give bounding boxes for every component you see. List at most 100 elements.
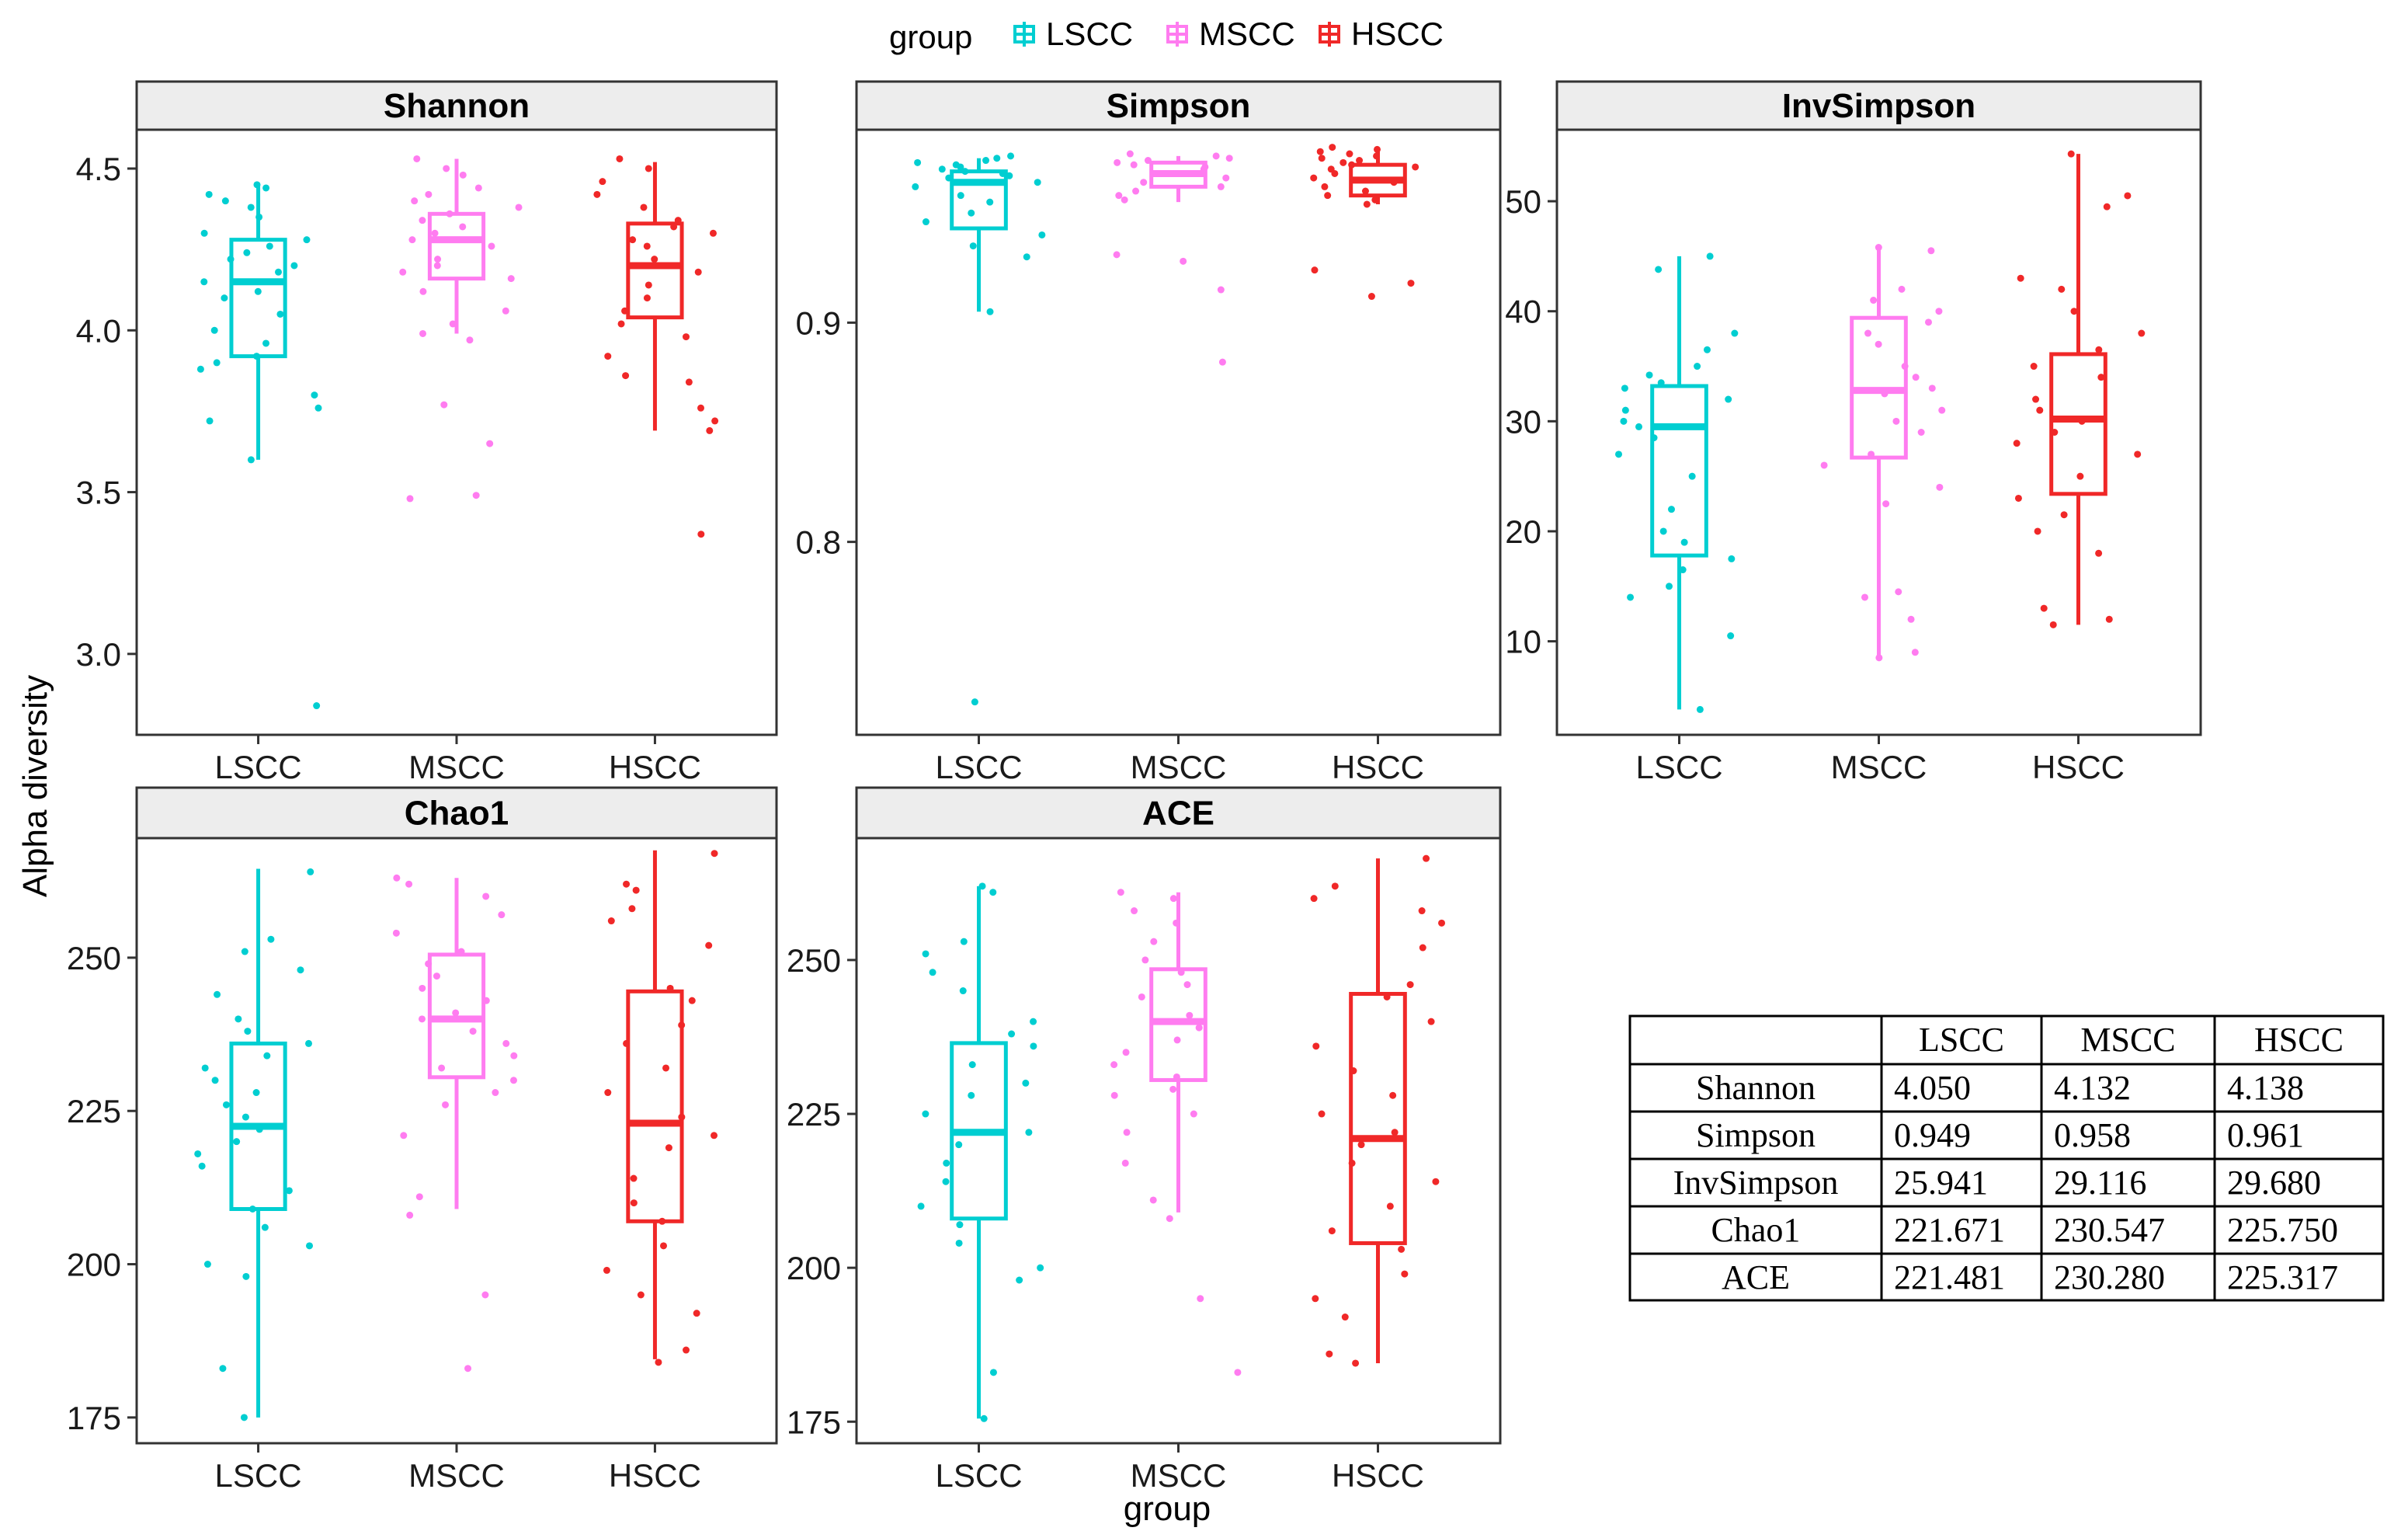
data-point <box>255 1126 263 1133</box>
data-point <box>1728 555 1736 562</box>
data-point <box>1149 1196 1157 1204</box>
data-point <box>515 204 523 211</box>
data-point <box>200 229 208 237</box>
facet-title: Simpson <box>1107 87 1251 125</box>
data-point <box>419 329 426 337</box>
data-point <box>1195 169 1203 177</box>
data-point <box>697 404 705 412</box>
data-point <box>1645 371 1653 379</box>
data-point <box>425 190 433 198</box>
data-point <box>1924 318 1932 326</box>
y-tick-label: 3.0 <box>76 636 121 673</box>
data-point <box>621 307 629 315</box>
data-point <box>459 171 467 179</box>
data-point <box>922 218 929 226</box>
data-point <box>198 1162 206 1170</box>
data-point <box>1195 1024 1203 1032</box>
data-point <box>1412 163 1419 171</box>
data-point <box>255 213 263 221</box>
data-point <box>955 1239 963 1247</box>
data-point <box>922 950 929 958</box>
x-tick-label: LSCC <box>1635 749 1722 785</box>
x-tick-label: MSCC <box>408 1457 505 1494</box>
data-point <box>2134 451 2142 458</box>
data-point <box>221 294 228 302</box>
data-point <box>1121 196 1128 204</box>
points-mscc <box>399 155 523 503</box>
data-point <box>1144 157 1152 165</box>
data-point <box>1173 919 1180 927</box>
x-tick-label: LSCC <box>215 1457 302 1494</box>
data-point <box>2095 549 2103 557</box>
y-tick-label: 225 <box>67 1093 121 1129</box>
data-point <box>1356 157 1364 165</box>
data-point <box>929 969 936 976</box>
data-point <box>1912 374 1920 381</box>
data-point <box>262 184 270 192</box>
y-tick-label: 4.0 <box>76 312 121 349</box>
data-point <box>1173 1073 1180 1080</box>
data-point <box>1861 593 1868 601</box>
data-point <box>709 229 717 237</box>
data-point <box>938 165 946 173</box>
facet-title: Shannon <box>384 87 530 125</box>
table-cell: 4.132 <box>2054 1069 2131 1107</box>
data-point <box>603 1266 610 1274</box>
table-cell: 25.941 <box>1894 1164 1988 1202</box>
data-point <box>1627 593 1635 601</box>
data-point <box>1864 329 1872 337</box>
data-point <box>201 1064 209 1072</box>
data-point <box>955 1141 963 1149</box>
data-point <box>1186 1011 1194 1019</box>
data-point <box>1030 1042 1037 1050</box>
data-point <box>655 1359 662 1366</box>
y-tick-label: 50 <box>1505 183 1541 220</box>
panel-invsimpson: InvSimpson 10 20 30 40 50 LSCC MSCC HSCC <box>1505 80 2202 785</box>
facet-title: InvSimpson <box>1782 87 1975 125</box>
data-point <box>219 1365 227 1373</box>
data-point <box>1655 266 1663 273</box>
legend-label-lscc: LSCC <box>1046 16 1133 52</box>
data-point <box>599 178 606 186</box>
y-axis-title: Alpha diversity <box>16 675 54 897</box>
data-point <box>1390 179 1398 186</box>
data-point <box>989 1369 997 1376</box>
data-point <box>1352 1359 1360 1367</box>
data-point <box>670 223 678 231</box>
data-point <box>957 192 964 200</box>
points-hscc <box>1310 144 1419 301</box>
y-tick-label: 0.9 <box>796 304 841 341</box>
data-point <box>1234 1369 1242 1376</box>
data-point <box>980 1414 988 1422</box>
data-point <box>502 1039 510 1047</box>
data-point <box>1222 174 1230 182</box>
data-point <box>214 990 221 998</box>
data-point <box>1023 253 1030 261</box>
data-point <box>645 165 652 172</box>
data-point <box>1212 152 1220 160</box>
data-point <box>254 287 262 295</box>
box-hscc <box>626 162 684 431</box>
facet-strip <box>855 786 1502 840</box>
data-point <box>425 960 433 968</box>
legend-item-mscc: MSCC <box>1166 16 1295 52</box>
data-point <box>693 1310 700 1317</box>
data-point <box>1022 1079 1030 1087</box>
data-point <box>393 874 401 882</box>
box-iqr <box>1650 384 1708 558</box>
data-point <box>244 1028 252 1035</box>
legend-label-mscc: MSCC <box>1199 16 1295 52</box>
data-point <box>267 935 275 943</box>
data-point <box>222 1101 230 1108</box>
data-point <box>1666 583 1673 590</box>
y-tick-label: 175 <box>787 1404 841 1440</box>
data-point <box>472 492 480 499</box>
data-point <box>629 236 637 244</box>
data-point <box>211 1077 219 1084</box>
data-point <box>1114 158 1121 166</box>
data-point <box>1657 379 1665 387</box>
data-point <box>1868 451 1875 458</box>
data-point <box>1173 1036 1181 1044</box>
box-hscc <box>2049 154 2107 625</box>
box-iqr <box>2049 352 2107 496</box>
